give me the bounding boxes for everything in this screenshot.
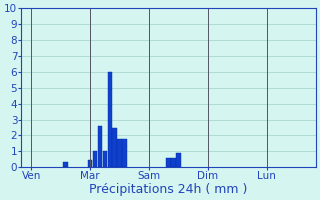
Bar <box>103 151 107 167</box>
Bar <box>166 158 171 167</box>
Bar <box>171 158 176 167</box>
Bar <box>93 151 97 167</box>
Bar <box>88 160 92 167</box>
Bar <box>108 72 112 167</box>
Bar <box>98 126 102 167</box>
Bar <box>117 139 122 167</box>
Bar <box>63 162 68 167</box>
Bar <box>122 139 127 167</box>
X-axis label: Précipitations 24h ( mm ): Précipitations 24h ( mm ) <box>90 183 248 196</box>
Bar <box>112 128 117 167</box>
Bar <box>176 153 181 167</box>
